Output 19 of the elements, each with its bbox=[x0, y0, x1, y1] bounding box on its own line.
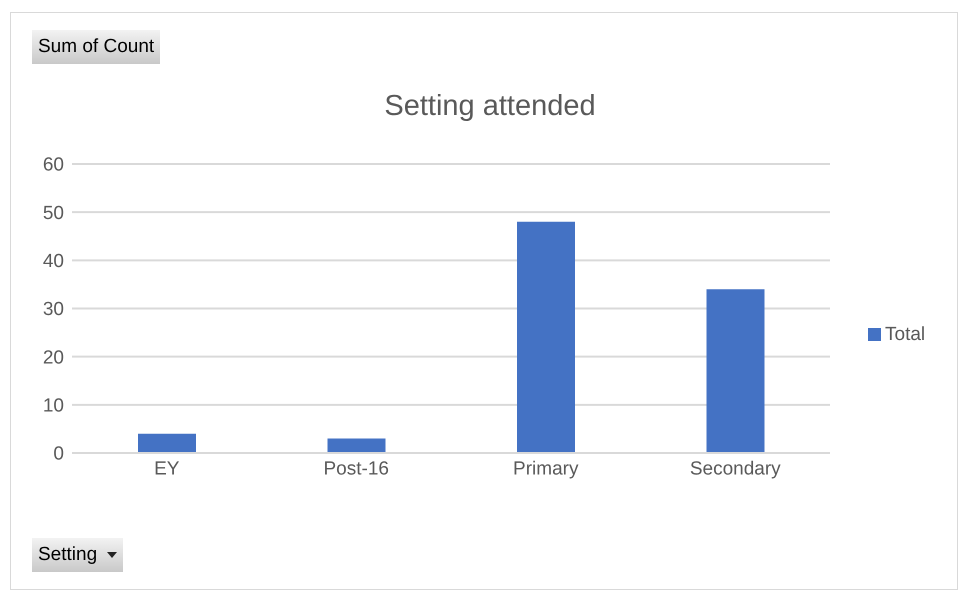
field-button: Setting bbox=[32, 538, 124, 572]
x-tick-label: Post-16 bbox=[324, 458, 389, 480]
x-tick-label: Secondary bbox=[690, 458, 782, 480]
y-tick-label: 60 bbox=[42, 154, 64, 176]
bar bbox=[328, 438, 386, 453]
x-tick-label: EY bbox=[154, 458, 180, 480]
chart-title: Setting attended bbox=[383, 90, 597, 123]
y-tick-label: 20 bbox=[42, 347, 64, 368]
x-tick-label: Primary bbox=[513, 458, 579, 480]
bar bbox=[706, 289, 764, 453]
y-tick-label: 0 bbox=[53, 444, 64, 465]
y-tick-label: 40 bbox=[42, 251, 64, 272]
y-tick-label: 10 bbox=[42, 396, 64, 417]
y-tick-label: 50 bbox=[42, 202, 64, 224]
legend-label: Total bbox=[885, 324, 926, 345]
bar bbox=[138, 434, 196, 453]
y-tick-label: 30 bbox=[42, 299, 64, 320]
bar bbox=[517, 222, 575, 453]
field-button: Sum of Count bbox=[32, 30, 160, 64]
